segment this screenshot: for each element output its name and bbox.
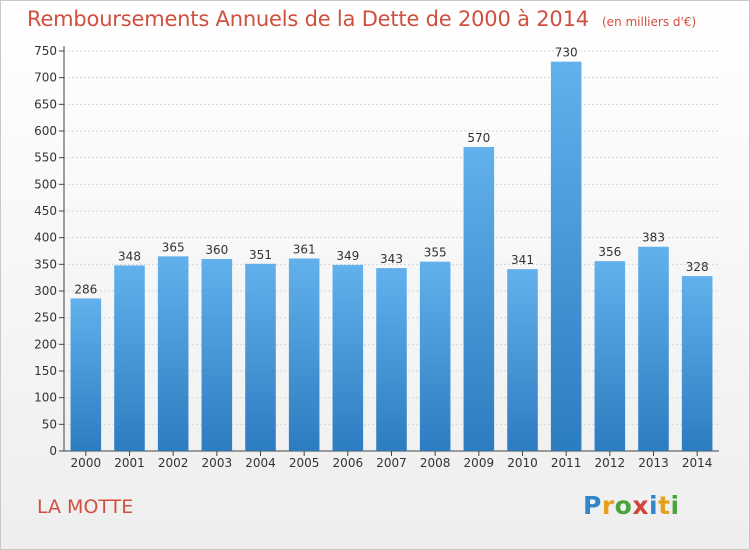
data-label: 355 xyxy=(424,246,447,260)
y-tick-label: 250 xyxy=(34,311,57,325)
bar-2001 xyxy=(114,265,145,451)
x-tick-label: 2000 xyxy=(71,456,102,470)
x-tick-label: 2013 xyxy=(638,456,669,470)
data-label: 361 xyxy=(293,242,316,256)
x-tick-label: 2004 xyxy=(245,456,276,470)
data-label: 356 xyxy=(598,245,621,259)
data-label: 328 xyxy=(686,260,709,274)
y-tick-label: 150 xyxy=(34,364,57,378)
y-tick-label: 400 xyxy=(34,231,57,245)
y-tick-label: 200 xyxy=(34,337,57,351)
data-label: 341 xyxy=(511,253,534,267)
x-tick-label: 2009 xyxy=(464,456,495,470)
bar-2010 xyxy=(507,269,538,451)
logo-letter: i xyxy=(649,491,659,520)
bar-2008 xyxy=(419,261,451,451)
y-tick-label: 0 xyxy=(49,444,57,458)
x-tick-label: 2010 xyxy=(507,456,538,470)
x-tick-label: 2007 xyxy=(376,456,407,470)
x-tick-label: 2006 xyxy=(333,456,364,470)
commune-name: LA MOTTE xyxy=(37,496,134,518)
data-label: 343 xyxy=(380,252,403,266)
data-label: 383 xyxy=(642,231,665,245)
data-label: 360 xyxy=(205,243,228,257)
logo-letter: i xyxy=(670,491,680,520)
logo-letter: x xyxy=(632,491,649,520)
y-tick-label: 600 xyxy=(34,124,57,138)
bar-2006 xyxy=(332,264,364,451)
y-tick-label: 450 xyxy=(34,204,57,218)
y-tick-label: 650 xyxy=(34,97,57,111)
bar-2004 xyxy=(245,263,276,451)
logo-letter: P xyxy=(583,491,602,520)
y-tick-label: 750 xyxy=(34,44,57,58)
bar-2013 xyxy=(638,246,669,451)
y-tick-label: 50 xyxy=(42,417,57,431)
data-label: 348 xyxy=(118,249,141,263)
bar-2009 xyxy=(463,147,495,451)
y-tick-label: 300 xyxy=(34,284,57,298)
x-tick-label: 2005 xyxy=(289,456,320,470)
logo-letter: o xyxy=(614,491,633,520)
data-label: 349 xyxy=(336,249,359,263)
y-tick-label: 350 xyxy=(34,257,57,271)
data-label: 351 xyxy=(249,248,272,262)
x-tick-label: 2003 xyxy=(202,456,233,470)
logo-letter: t xyxy=(658,491,671,520)
x-tick-label: 2012 xyxy=(595,456,626,470)
chart-unit: (en milliers d'€) xyxy=(602,15,697,29)
data-label: 730 xyxy=(555,46,578,60)
proxiti-logo: Proxiti xyxy=(583,491,680,520)
data-label: 570 xyxy=(467,131,490,145)
y-tick-label: 700 xyxy=(34,71,57,85)
bar-2003 xyxy=(201,259,233,451)
y-tick-label: 100 xyxy=(34,391,57,405)
x-tick-label: 2011 xyxy=(551,456,582,470)
logo-letter: r xyxy=(601,491,615,520)
x-tick-label: 2014 xyxy=(682,456,713,470)
bar-2014 xyxy=(681,276,713,451)
chart-title-block: Remboursements Annuels de la Dette de 20… xyxy=(27,7,696,31)
x-tick-label: 2001 xyxy=(114,456,145,470)
bar-2002 xyxy=(157,256,189,451)
bar-2007 xyxy=(376,268,407,451)
bar-2005 xyxy=(288,258,320,451)
y-tick-label: 500 xyxy=(34,177,57,191)
data-label: 365 xyxy=(162,240,185,254)
data-label: 286 xyxy=(74,282,97,296)
y-tick-label: 550 xyxy=(34,151,57,165)
chart-title: Remboursements Annuels de la Dette de 20… xyxy=(27,7,589,31)
bar-2000 xyxy=(70,298,102,451)
bar-2012 xyxy=(594,261,626,451)
bar-2011 xyxy=(550,61,582,452)
x-tick-label: 2008 xyxy=(420,456,451,470)
x-tick-label: 2002 xyxy=(158,456,189,470)
